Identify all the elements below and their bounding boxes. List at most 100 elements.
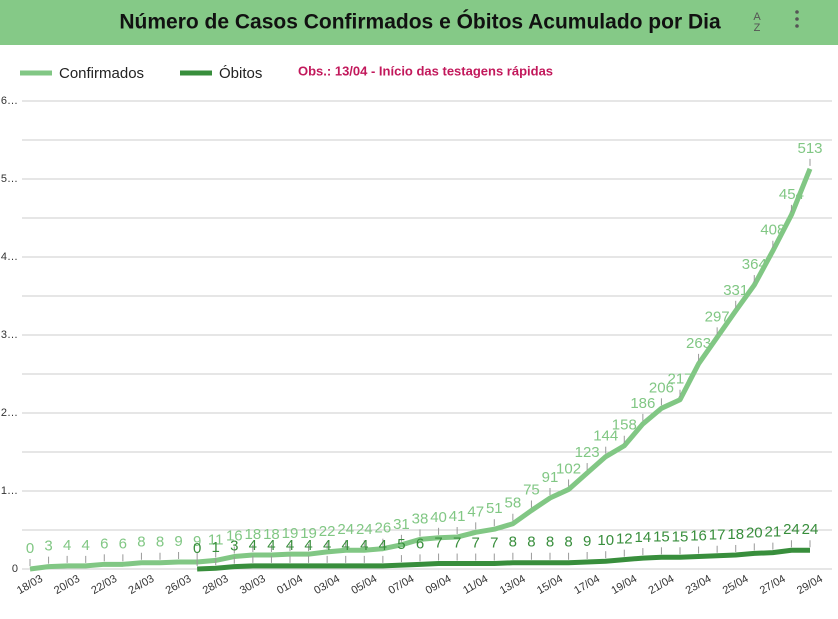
data-label: 4 — [82, 537, 90, 554]
x-tick-label: 28/03 — [201, 573, 231, 597]
x-tick-label: 01/04 — [275, 573, 305, 597]
x-tick-label: 26/03 — [164, 573, 194, 597]
data-label: 144 — [593, 428, 618, 445]
menu-icon[interactable] — [795, 10, 799, 28]
data-label: 6 — [119, 535, 127, 552]
data-label: 158 — [612, 417, 637, 434]
svg-text:Z: Z — [754, 22, 761, 34]
data-label: 454 — [779, 186, 804, 203]
legend-label: Óbitos — [219, 65, 262, 82]
series-line — [197, 547, 810, 572]
y-tick-label: 3… — [1, 329, 18, 341]
data-label: 17 — [709, 527, 726, 544]
x-tick-label: 20/03 — [52, 573, 82, 597]
data-label: 10 — [597, 532, 614, 549]
data-label: 1 — [212, 539, 220, 556]
data-label: 364 — [742, 256, 767, 273]
data-label: 4 — [360, 537, 368, 554]
y-tick-label: 0 — [12, 563, 18, 575]
data-label: 297 — [705, 308, 730, 325]
data-label: 7 — [490, 535, 498, 552]
data-label: 41 — [449, 508, 466, 525]
data-label: 18 — [263, 526, 280, 543]
data-label: 21 — [765, 524, 782, 541]
data-label: 24 — [802, 521, 819, 538]
chart-title: Número de Casos Confirmados e Óbitos Acu… — [119, 10, 721, 34]
header-bar — [0, 0, 838, 45]
data-label: 331 — [723, 282, 748, 299]
data-label: 91 — [542, 469, 559, 486]
data-label: 3 — [44, 538, 52, 555]
data-label: 4 — [286, 537, 294, 554]
data-label: 263 — [686, 335, 711, 352]
data-label: 4 — [249, 537, 257, 554]
data-label: 20 — [746, 524, 763, 541]
sort-icon[interactable]: AZ — [753, 11, 761, 34]
data-label: 8 — [527, 534, 535, 551]
x-tick-label: 07/04 — [386, 573, 416, 597]
x-tick-label: 18/03 — [15, 573, 45, 597]
annotation: Obs.: 13/04 - Início das testagens rápid… — [298, 63, 553, 78]
data-label: 12 — [616, 531, 633, 548]
data-label: 4 — [267, 537, 275, 554]
x-tick-label: 09/04 — [424, 573, 454, 597]
data-label: 4 — [304, 537, 312, 554]
data-label: 11 — [208, 531, 224, 548]
data-label: 24 — [356, 521, 373, 538]
data-label: 15 — [653, 528, 670, 545]
data-label: 26 — [375, 520, 392, 537]
x-tick-label: 22/03 — [89, 573, 119, 597]
series-line — [29, 167, 813, 572]
data-label: 217 — [667, 371, 692, 388]
data-label: 19 — [300, 525, 317, 542]
data-label: 206 — [649, 379, 674, 396]
data-label: 4 — [379, 537, 387, 554]
x-tick-label: 05/04 — [349, 573, 379, 597]
data-label: 75 — [523, 481, 540, 498]
y-tick-label: 1… — [1, 485, 18, 497]
data-label: 3 — [230, 538, 238, 555]
y-tick-label: 5… — [1, 173, 18, 185]
data-label: 6 — [100, 535, 108, 552]
data-label: 8 — [564, 534, 572, 551]
x-tick-label: 25/04 — [721, 573, 751, 597]
data-label: 9 — [583, 533, 591, 550]
x-tick-label: 27/04 — [758, 573, 788, 597]
data-label: 19 — [282, 525, 299, 542]
data-label: 408 — [760, 222, 785, 239]
data-label: 8 — [546, 534, 554, 551]
legend-label: Confirmados — [59, 65, 144, 82]
x-tick-label: 23/04 — [684, 573, 714, 597]
data-label: 0 — [193, 540, 201, 557]
data-label: 16 — [226, 527, 243, 544]
data-label: 9 — [174, 533, 182, 550]
x-tick-label: 03/04 — [312, 573, 342, 597]
data-label: 51 — [486, 500, 503, 517]
data-label: 22 — [319, 523, 336, 540]
data-label: 7 — [434, 535, 442, 552]
data-label: 4 — [63, 537, 71, 554]
data-label: 7 — [472, 535, 480, 552]
x-tick-label: 29/04 — [795, 573, 825, 597]
data-label: 4 — [342, 537, 350, 554]
data-label: 8 — [509, 534, 517, 551]
data-label: 18 — [727, 526, 744, 543]
data-label: 513 — [797, 140, 822, 157]
x-tick-label: 19/04 — [609, 573, 639, 597]
y-tick-label: 6… — [1, 95, 18, 107]
x-tick-label: 11/04 — [461, 573, 490, 597]
data-label: 4 — [323, 537, 331, 554]
data-label: 24 — [337, 521, 354, 538]
data-label: 7 — [453, 535, 461, 552]
x-tick-label: 17/04 — [572, 573, 602, 597]
data-label: 47 — [467, 503, 484, 520]
svg-text:A: A — [753, 11, 761, 23]
x-tick-label: 15/04 — [535, 573, 565, 597]
data-label: 31 — [393, 516, 410, 533]
x-tick-label: 30/03 — [238, 573, 268, 597]
data-label: 8 — [156, 534, 164, 551]
data-label: 38 — [412, 510, 429, 527]
x-tick-label: 13/04 — [498, 573, 528, 597]
x-tick-label: 21/04 — [646, 573, 676, 597]
